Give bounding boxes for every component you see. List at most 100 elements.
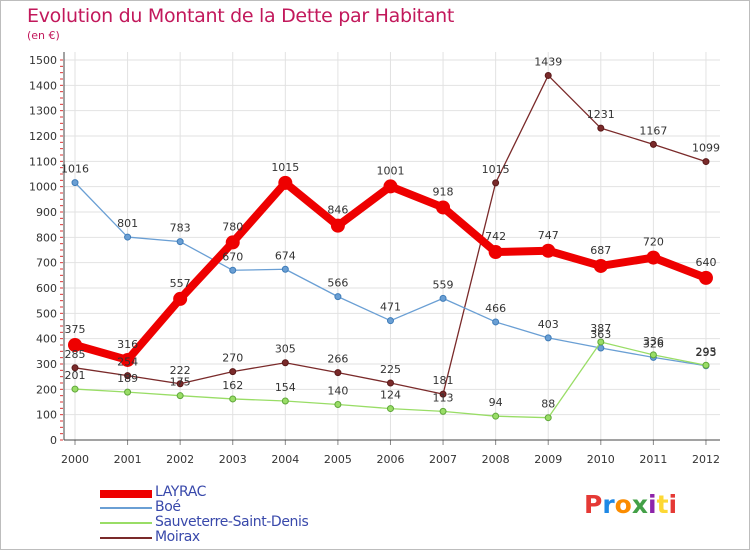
legend-swatch-sauveterre — [100, 522, 152, 524]
x-tick-label: 2004 — [271, 453, 299, 466]
data-label-bo-: 363 — [590, 328, 611, 341]
data-label-moirax: 305 — [275, 343, 296, 356]
data-point-moirax — [176, 380, 184, 388]
data-point-moirax — [492, 179, 500, 187]
data-point-moirax — [702, 158, 710, 166]
data-label-sauveterre-saint-denis: 94 — [489, 396, 503, 409]
data-label-bo-: 403 — [538, 318, 559, 331]
series — [68, 71, 713, 422]
y-tick-label: 400 — [36, 333, 57, 346]
data-point-moirax — [649, 140, 657, 148]
x-tick-label: 2010 — [587, 453, 615, 466]
data-label-sauveterre-saint-denis: 88 — [541, 398, 555, 411]
data-label-layrac: 742 — [485, 230, 506, 243]
x-tick-label: 2005 — [324, 453, 352, 466]
data-label-moirax: 222 — [170, 364, 191, 377]
data-label-sauveterre-saint-denis: 295 — [695, 345, 716, 358]
data-label-moirax: 285 — [65, 348, 86, 361]
data-label-bo-: 471 — [380, 301, 401, 314]
x-tick-label: 2007 — [429, 453, 457, 466]
data-point-layrac — [436, 200, 451, 215]
data-point-sauveterre-saint-denis — [492, 412, 500, 420]
data-point-bo- — [334, 293, 342, 301]
data-point-moirax — [439, 390, 447, 398]
data-label-layrac: 316 — [117, 338, 138, 351]
data-point-layrac — [541, 243, 556, 258]
data-point-layrac — [593, 258, 608, 273]
data-point-sauveterre-saint-denis — [124, 388, 132, 396]
data-label-sauveterre-saint-denis: 113 — [433, 391, 454, 404]
data-label-sauveterre-saint-denis: 189 — [117, 372, 138, 385]
data-point-sauveterre-saint-denis — [281, 397, 289, 405]
data-point-moirax — [229, 368, 237, 376]
legend-item-layrac: LAYRAC — [100, 484, 390, 501]
data-point-moirax — [71, 364, 79, 372]
data-label-layrac: 640 — [695, 256, 716, 269]
data-point-sauveterre-saint-denis — [176, 392, 184, 400]
x-tick-label: 2000 — [61, 453, 89, 466]
data-label-moirax: 1231 — [587, 108, 615, 121]
axes: 0 100 200 300 400 500 600 700 800 900 1000 1100 1200… — [29, 52, 720, 466]
data-label-bo-: 783 — [170, 222, 191, 235]
data-label-layrac: 747 — [538, 229, 559, 242]
data-label-moirax: 1439 — [534, 55, 562, 68]
y-tick-label: 0 — [50, 434, 57, 447]
data-point-sauveterre-saint-denis — [386, 405, 394, 413]
logo-letter: i — [648, 490, 657, 519]
data-label-layrac: 687 — [590, 244, 611, 257]
y-tick-label: 600 — [36, 282, 57, 295]
data-label-moirax: 225 — [380, 363, 401, 376]
data-label-sauveterre-saint-denis: 201 — [65, 369, 86, 382]
y-tick-label: 1000 — [29, 181, 57, 194]
logo-letter: P — [584, 490, 603, 519]
data-label-bo-: 674 — [275, 249, 296, 262]
data-label-sauveterre-saint-denis: 140 — [327, 385, 348, 398]
data-label-moirax: 266 — [327, 353, 348, 366]
data-point-moirax — [597, 124, 605, 132]
data-point-sauveterre-saint-denis — [229, 395, 237, 403]
y-tick-label: 500 — [36, 307, 57, 320]
legend-label-moirax: Moirax — [155, 529, 200, 545]
data-label-layrac: 557 — [170, 277, 191, 290]
data-label-sauveterre-saint-denis: 124 — [380, 389, 401, 402]
legend-label-sauveterre: Sauveterre-Saint-Denis — [155, 514, 309, 530]
y-tick-label: 800 — [36, 231, 57, 244]
legend-swatch-moirax — [100, 537, 152, 539]
data-label-bo-: 326 — [643, 337, 664, 350]
y-tick-label: 300 — [36, 358, 57, 371]
data-label-bo-: 466 — [485, 302, 506, 315]
legend-item-moirax: Moirax — [100, 529, 390, 546]
chart-subtitle: (en €) — [27, 29, 60, 42]
data-point-bo- — [124, 233, 132, 241]
legend-item-sauveterre: Sauveterre-Saint-Denis — [100, 514, 390, 531]
data-point-moirax — [334, 369, 342, 377]
x-tick-label: 2011 — [639, 453, 667, 466]
data-point-layrac — [383, 179, 398, 194]
data-point-bo- — [229, 266, 237, 274]
y-tick-label: 1300 — [29, 105, 57, 118]
logo-letter: o — [614, 490, 632, 519]
logo-letter: i — [668, 490, 678, 519]
legend-swatch-boe — [100, 507, 152, 509]
data-point-bo- — [544, 334, 552, 342]
legend-item-boe: Boé — [100, 499, 390, 516]
data-point-layrac — [698, 270, 713, 285]
data-point-moirax — [281, 359, 289, 367]
legend-label-boe: Boé — [155, 499, 181, 515]
data-label-layrac: 918 — [433, 185, 454, 198]
y-tick-label: 900 — [36, 206, 57, 219]
data-point-bo- — [71, 179, 79, 187]
data-point-layrac — [173, 291, 188, 306]
data-label-moirax: 270 — [222, 352, 243, 365]
data-point-bo- — [176, 238, 184, 246]
x-tick-label: 2012 — [692, 453, 720, 466]
y-tick-label: 1400 — [29, 79, 57, 92]
data-label-sauveterre-saint-denis: 336 — [643, 335, 664, 348]
data-point-layrac — [330, 218, 345, 233]
data-point-layrac — [488, 245, 503, 260]
y-tick-label: 200 — [36, 383, 57, 396]
data-point-layrac — [68, 338, 82, 352]
data-point-moirax — [544, 71, 552, 79]
